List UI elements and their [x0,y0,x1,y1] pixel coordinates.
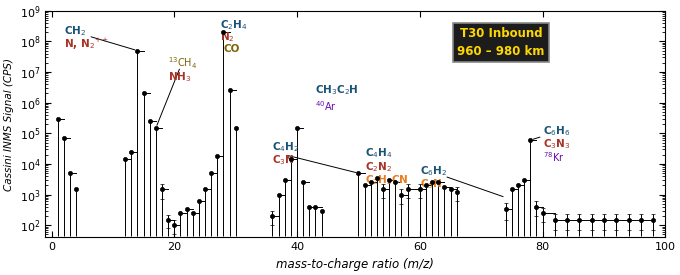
Text: CH$_3$C$_2$H: CH$_3$C$_2$H [316,84,359,97]
Text: C$_3$N: C$_3$N [273,153,295,167]
Text: C$_2$N$_2$: C$_2$N$_2$ [364,160,392,174]
Text: C$_4$H$_4$: C$_4$H$_4$ [364,147,392,160]
Text: C$_2$H$_4$: C$_2$H$_4$ [220,18,248,32]
Y-axis label: Cassini INMS Signal (CPS): Cassini INMS Signal (CPS) [4,57,14,191]
Text: $^{13}$CH$_4$: $^{13}$CH$_4$ [168,55,197,71]
Text: C$_5$N: C$_5$N [420,177,442,191]
Text: N, N$_2$$^{++}$: N, N$_2$$^{++}$ [64,37,109,52]
X-axis label: mass-to-charge ratio (m/z): mass-to-charge ratio (m/z) [277,258,435,271]
Text: CO: CO [224,44,240,54]
Text: N$_2$: N$_2$ [220,30,235,44]
Text: C$_4$H$_2$: C$_4$H$_2$ [273,140,300,154]
Text: C$_6$H$_2$: C$_6$H$_2$ [420,164,447,178]
Text: $^{40}$Ar: $^{40}$Ar [316,99,337,112]
Text: C$_2$H$_2$CN: C$_2$H$_2$CN [364,173,408,187]
Text: CH$_2$: CH$_2$ [64,24,86,38]
Text: T30 Inbound
960 – 980 km: T30 Inbound 960 – 980 km [458,27,545,58]
Text: C$_3$N$_3$: C$_3$N$_3$ [543,137,570,151]
Text: NH$_3$: NH$_3$ [168,70,192,84]
Text: C$_6$H$_6$: C$_6$H$_6$ [543,124,570,138]
Text: $^{78}$Kr: $^{78}$Kr [543,150,564,164]
